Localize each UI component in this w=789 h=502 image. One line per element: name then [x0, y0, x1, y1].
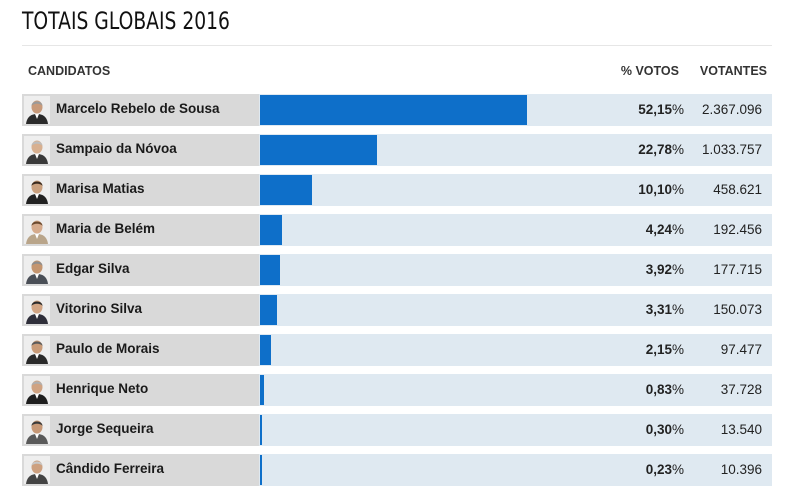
candidate-photo	[24, 176, 50, 204]
candidate-name-cell: Henrique Neto	[22, 374, 259, 406]
candidate-name-cell: Marisa Matias	[22, 174, 259, 206]
column-header-percent: % VOTOS	[620, 64, 679, 78]
table-row: Edgar Silva 3,92% 177.715	[22, 254, 772, 286]
page-title: TOTAIS GLOBAIS 2016	[22, 7, 230, 35]
candidate-photo	[24, 96, 50, 124]
vote-percent: 3,31%	[602, 294, 684, 326]
percent-sign: %	[671, 422, 684, 437]
vote-percent-value: 4,24	[645, 222, 672, 237]
table-row: Sampaio da Nóvoa 22,78% 1.033.757	[22, 134, 772, 166]
candidate-name: Marisa Matias	[56, 181, 145, 196]
candidate-name: Henrique Neto	[56, 381, 149, 396]
table-row: Paulo de Morais 2,15% 97.477	[22, 334, 772, 366]
column-header-voters: VOTANTES	[699, 64, 767, 78]
vote-percent-value: 22,78	[638, 142, 672, 157]
candidate-name: Paulo de Morais	[56, 341, 160, 356]
candidate-photo	[24, 376, 50, 404]
vote-share-bar	[260, 455, 262, 485]
vote-share-bar	[260, 335, 271, 365]
percent-sign: %	[671, 222, 684, 237]
vote-percent-value: 0,83	[645, 382, 672, 397]
candidate-name: Edgar Silva	[56, 261, 130, 276]
vote-percent-value: 0,30	[645, 422, 672, 437]
table-row: Vitorino Silva 3,31% 150.073	[22, 294, 772, 326]
percent-sign: %	[671, 302, 684, 317]
voter-count: 97.477	[720, 342, 762, 357]
vote-percent: 2,15%	[602, 334, 684, 366]
table-row: Cândido Ferreira 0,23% 10.396	[22, 454, 772, 486]
voter-count: 37.728	[720, 382, 762, 397]
candidate-name: Marcelo Rebelo de Sousa	[56, 101, 220, 116]
candidate-photo	[24, 416, 50, 444]
vote-share-bar	[260, 215, 282, 245]
vote-share-bar	[260, 295, 277, 325]
voter-count: 150.073	[713, 302, 762, 317]
candidate-name-cell: Jorge Sequeira	[22, 414, 259, 446]
table-row: Maria de Belém 4,24% 192.456	[22, 214, 772, 246]
percent-sign: %	[671, 102, 684, 117]
vote-percent-value: 3,31	[645, 302, 672, 317]
voter-count: 13.540	[720, 422, 762, 437]
candidate-name-cell: Edgar Silva	[22, 254, 259, 286]
candidate-photo	[24, 136, 50, 164]
candidate-name: Jorge Sequeira	[56, 421, 154, 436]
vote-percent-value: 52,15	[638, 102, 672, 117]
title-divider	[22, 45, 772, 46]
vote-percent: 10,10%	[602, 174, 684, 206]
candidate-name: Vitorino Silva	[56, 301, 143, 316]
vote-percent-value: 3,92	[645, 262, 672, 277]
vote-percent: 0,83%	[602, 374, 684, 406]
table-row: Marisa Matias 10,10% 458.621	[22, 174, 772, 206]
voter-count: 177.715	[713, 262, 762, 277]
percent-sign: %	[671, 142, 684, 157]
vote-percent-value: 10,10	[638, 182, 672, 197]
percent-sign: %	[671, 262, 684, 277]
vote-percent: 0,30%	[602, 414, 684, 446]
vote-share-bar	[260, 135, 377, 165]
candidate-name: Cândido Ferreira	[56, 461, 165, 476]
vote-percent-value: 2,15	[645, 342, 672, 357]
vote-share-bar	[260, 175, 312, 205]
column-header-candidates: CANDIDATOS	[28, 64, 111, 78]
candidate-name-cell: Sampaio da Nóvoa	[22, 134, 259, 166]
candidate-name-cell: Maria de Belém	[22, 214, 259, 246]
vote-percent: 22,78%	[602, 134, 684, 166]
vote-percent: 3,92%	[602, 254, 684, 286]
candidate-name-cell: Paulo de Morais	[22, 334, 259, 366]
percent-sign: %	[671, 382, 684, 397]
voter-count: 10.396	[720, 462, 762, 477]
percent-sign: %	[671, 182, 684, 197]
candidate-name-cell: Cândido Ferreira	[22, 454, 259, 486]
vote-share-bar	[260, 415, 262, 445]
table-row: Marcelo Rebelo de Sousa 52,15% 2.367.096	[22, 94, 772, 126]
candidate-name: Sampaio da Nóvoa	[56, 141, 177, 156]
vote-percent-value: 0,23	[645, 462, 672, 477]
table-row: Jorge Sequeira 0,30% 13.540	[22, 414, 772, 446]
vote-share-bar	[260, 95, 527, 125]
candidate-name: Maria de Belém	[56, 221, 156, 236]
vote-percent: 4,24%	[602, 214, 684, 246]
vote-percent: 0,23%	[602, 454, 684, 486]
vote-share-bar	[260, 375, 265, 405]
voter-count: 2.367.096	[701, 102, 762, 117]
voter-count: 1.033.757	[701, 142, 762, 157]
percent-sign: %	[671, 342, 684, 357]
table-row: Henrique Neto 0,83% 37.728	[22, 374, 772, 406]
candidate-photo	[24, 256, 50, 284]
candidate-photo	[24, 456, 50, 484]
percent-sign: %	[671, 462, 684, 477]
candidate-photo	[24, 336, 50, 364]
candidate-photo	[24, 296, 50, 324]
voter-count: 458.621	[713, 182, 762, 197]
candidate-photo	[24, 216, 50, 244]
candidate-name-cell: Vitorino Silva	[22, 294, 259, 326]
results-list: Marcelo Rebelo de Sousa 52,15% 2.367.096 Sa…	[22, 94, 772, 494]
voter-count: 192.456	[713, 222, 762, 237]
vote-share-bar	[260, 255, 281, 285]
candidate-name-cell: Marcelo Rebelo de Sousa	[22, 94, 259, 126]
vote-percent: 52,15%	[602, 94, 684, 126]
